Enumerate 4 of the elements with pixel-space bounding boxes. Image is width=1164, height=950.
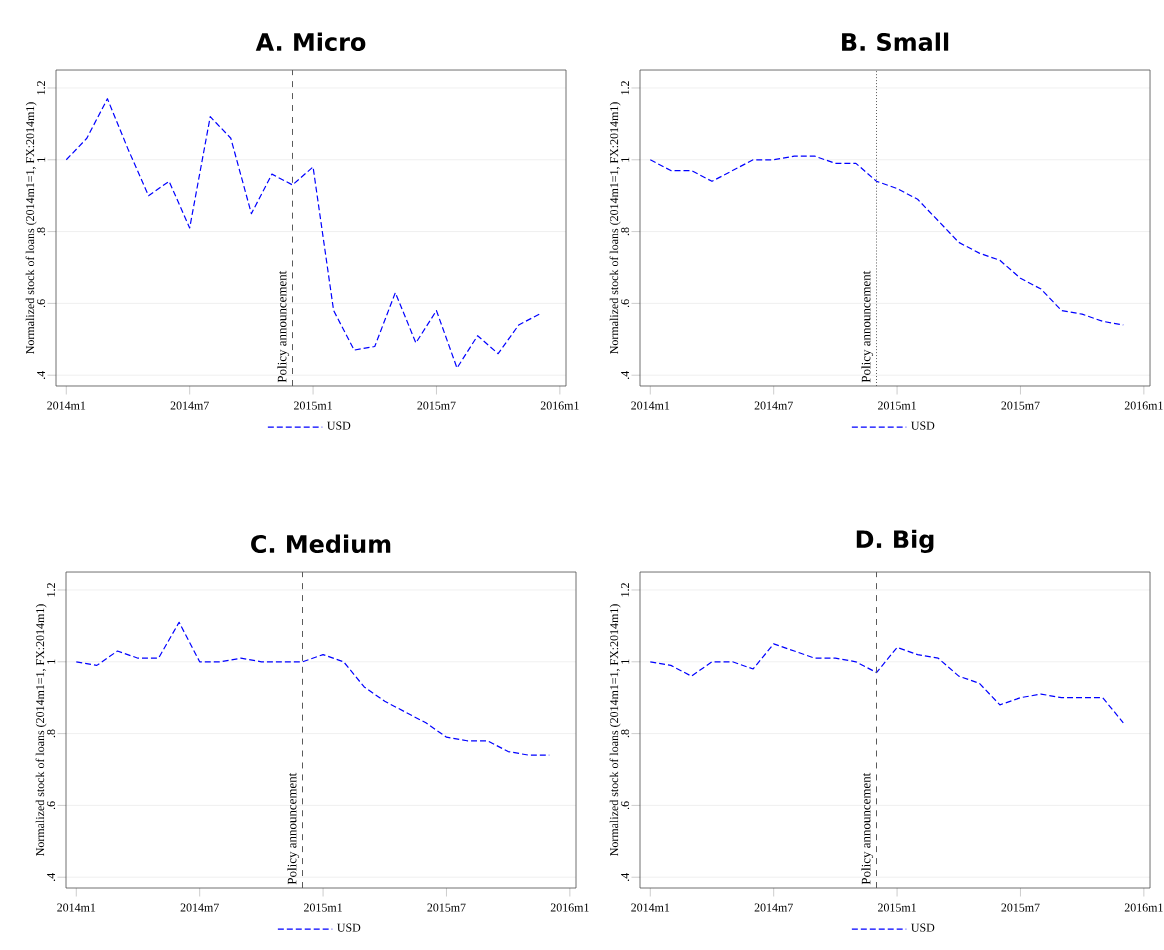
chart-title: A. Micro — [255, 32, 366, 52]
chart-title: B. Small — [842, 32, 949, 52]
chart-title: D. Big — [856, 529, 934, 554]
chart-title: C. Medium — [251, 534, 391, 554]
